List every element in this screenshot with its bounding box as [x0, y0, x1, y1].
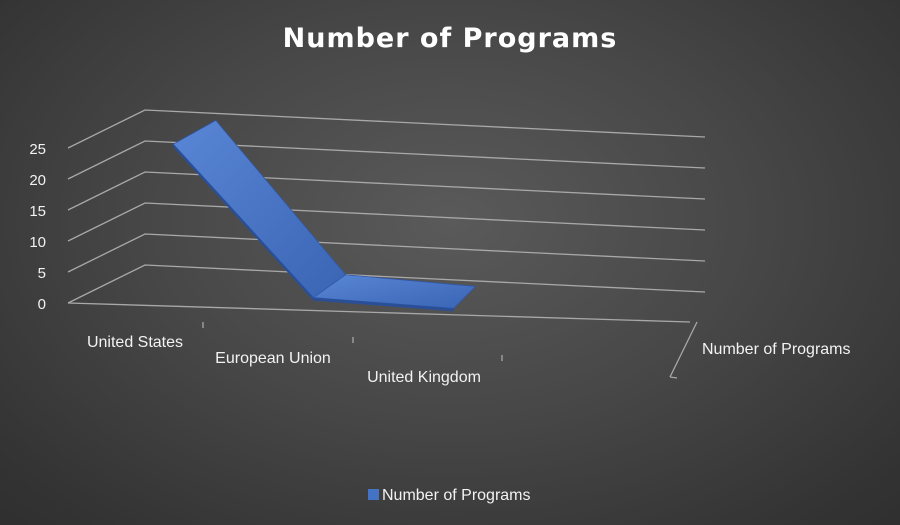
gridline-15	[67, 171, 706, 211]
legend-label: Number of Programs	[382, 487, 531, 504]
gridline-20	[67, 140, 706, 180]
gridlines	[67, 109, 706, 304]
ribbon-edge	[173, 144, 314, 301]
depth-axis-label: Number of Programs	[702, 341, 851, 358]
axis-labels: 0 5 10 15 20 25 United States European Union Uni…	[29, 141, 850, 386]
legend-swatch	[368, 489, 379, 500]
gridline-25	[67, 109, 706, 149]
gridline-10	[67, 202, 706, 242]
category-label: European Union	[215, 350, 331, 367]
depth-axis-tick	[669, 376, 678, 379]
category-axis	[67, 302, 691, 323]
legend[interactable]: Number of Programs	[368, 487, 531, 504]
depth-axis	[669, 321, 698, 378]
axes	[67, 302, 698, 379]
y-tick-label: 10	[29, 234, 46, 251]
chart-title: Number of Programs	[283, 23, 618, 54]
gridline-5	[67, 233, 706, 273]
y-tick-label: 0	[38, 296, 46, 313]
y-tick-label: 20	[29, 172, 46, 189]
y-tick-label: 25	[29, 141, 46, 158]
y-tick-label: 5	[38, 265, 46, 282]
gridline-0	[67, 264, 706, 304]
series-ribbon	[172, 119, 477, 312]
category-label: United Kingdom	[367, 369, 481, 386]
y-tick-label: 15	[29, 203, 46, 220]
category-label: United States	[87, 334, 183, 351]
ribbon-edge	[313, 297, 454, 312]
